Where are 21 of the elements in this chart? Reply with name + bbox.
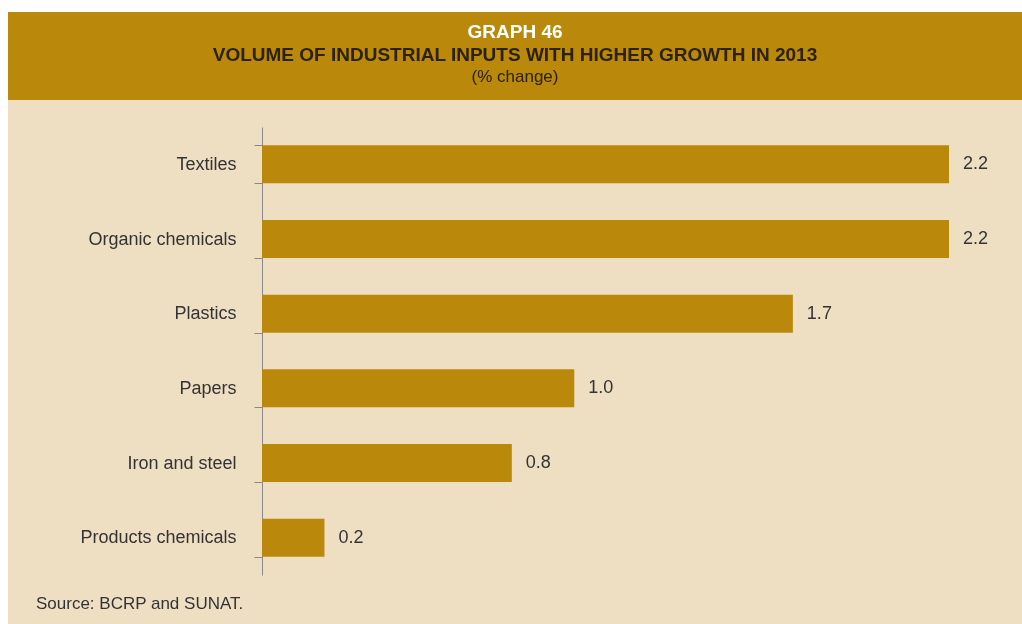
y-tick-label: Papers bbox=[179, 377, 237, 398]
bar bbox=[262, 518, 325, 557]
data-label: 2.2 bbox=[963, 228, 989, 248]
bar bbox=[262, 219, 949, 259]
y-tick-label: Plastics bbox=[174, 303, 237, 324]
data-label: 1.7 bbox=[806, 302, 832, 323]
y-tick-label: Organic chemicals bbox=[88, 228, 237, 249]
data-label: 2.2 bbox=[963, 153, 989, 174]
bar bbox=[262, 443, 512, 483]
y-tick-label: Products chemicals bbox=[80, 527, 237, 548]
bar bbox=[262, 369, 575, 408]
chart-subtitle: (% change) bbox=[470, 66, 560, 88]
y-tick-label: Textiles bbox=[176, 153, 237, 174]
data-label: 0.8 bbox=[525, 452, 551, 472]
source-note: Source: BCRP and SUNAT. bbox=[36, 594, 244, 614]
data-label: 0.2 bbox=[338, 526, 364, 547]
bar bbox=[262, 145, 949, 184]
y-tick-label: Iron and steel bbox=[127, 452, 237, 473]
data-label: 1.0 bbox=[588, 377, 614, 398]
chart-title: GRAPH 46 VOLUME OF INDUSTRIAL INPUTS WITH HIGHER GROWTH IN 2013 bbox=[211, 20, 819, 66]
bar bbox=[262, 294, 793, 333]
